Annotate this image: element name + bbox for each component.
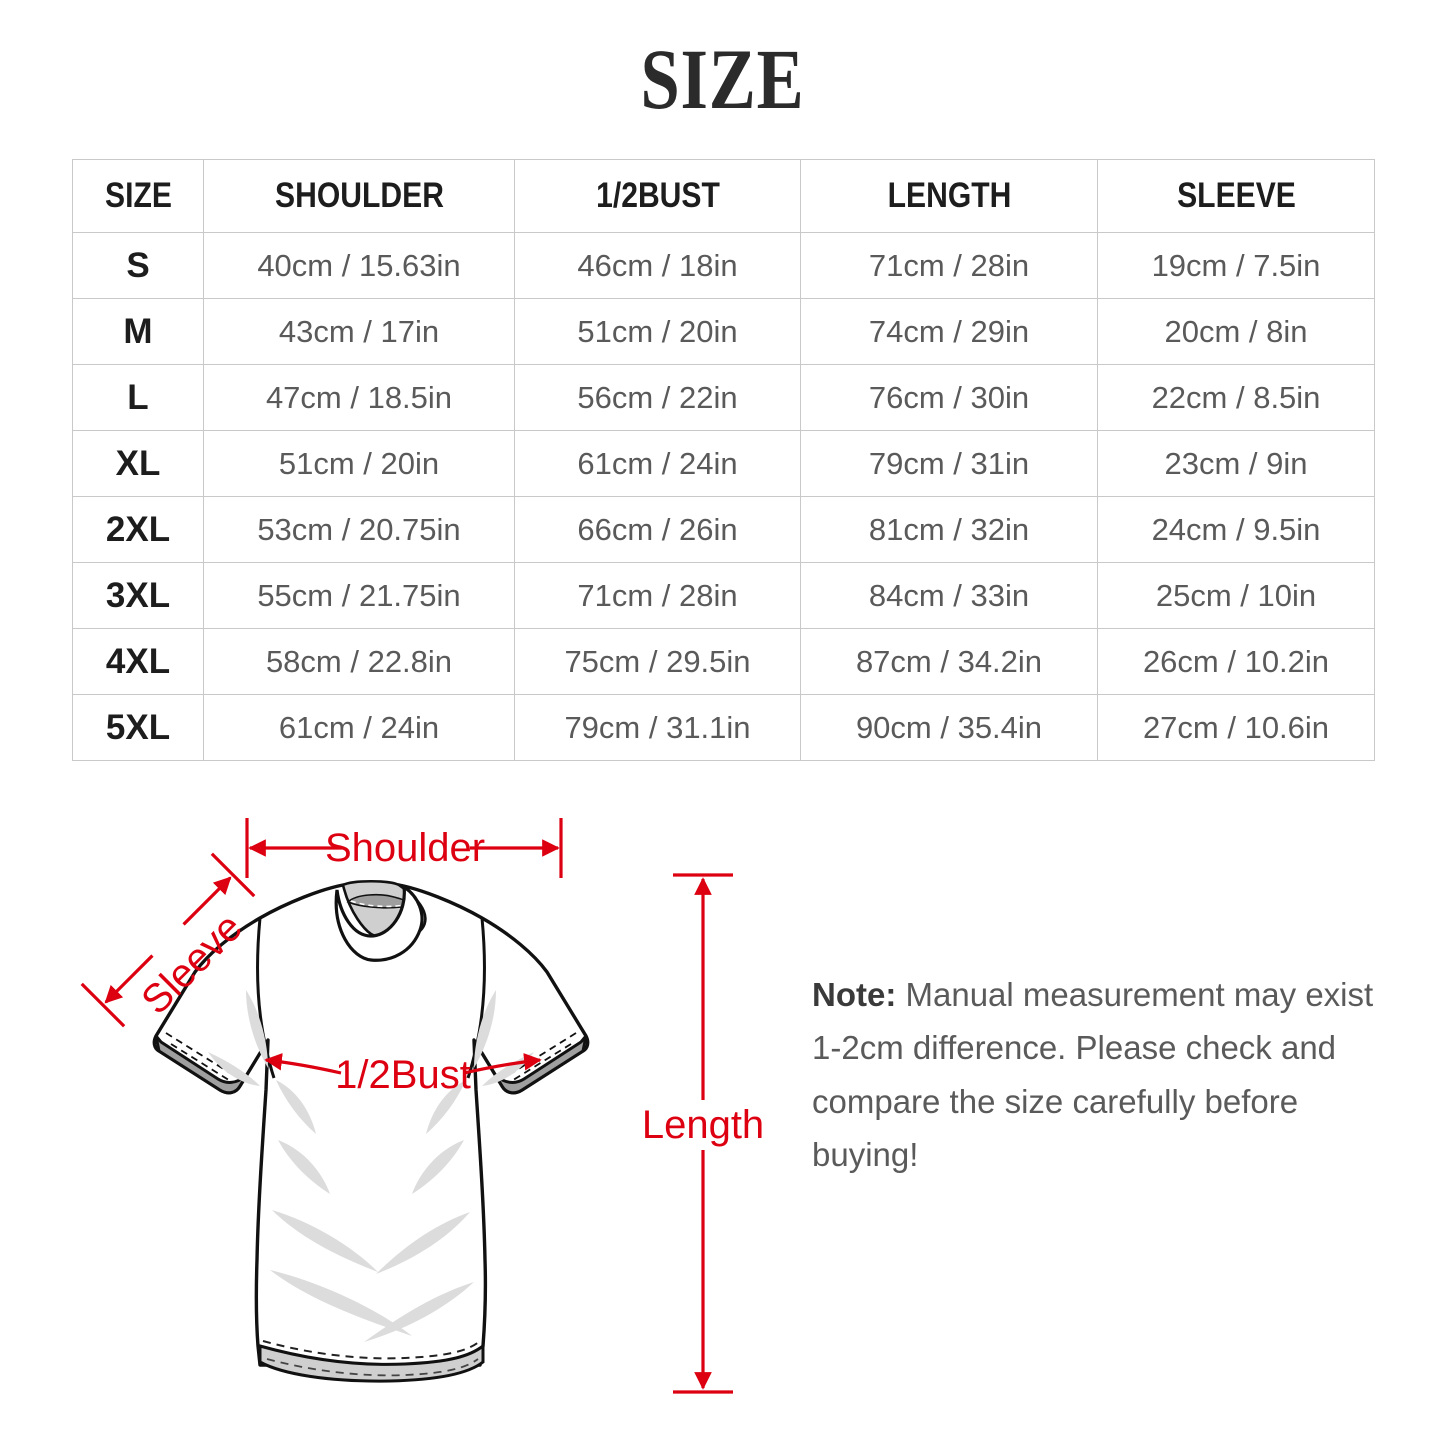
table-row: 2XL 53cm / 20.75in 66cm / 26in 81cm / 32… <box>72 496 1375 563</box>
shirt-fabric-shading <box>208 990 534 1342</box>
annotation-length: Length <box>642 873 764 1394</box>
cell-size: M <box>72 298 204 365</box>
cell-shoulder: 43cm / 17in <box>203 298 515 365</box>
length-label: Length <box>642 1103 764 1147</box>
bust-label: 1/2Bust <box>335 1053 471 1097</box>
cell-size: S <box>72 232 204 299</box>
sleeve-tick-top <box>80 982 126 1028</box>
cell-size: 2XL <box>72 496 204 563</box>
cell-bust: 51cm / 20in <box>514 298 801 365</box>
table-row: L 47cm / 18.5in 56cm / 22in 76cm / 30in … <box>72 364 1375 431</box>
shirt-hem-fold <box>258 1342 485 1383</box>
shirt-hem-stitch-lower <box>266 1358 479 1377</box>
page-title: SIZE <box>640 31 805 127</box>
cell-shoulder: 40cm / 15.63in <box>203 232 515 299</box>
table-row: 3XL 55cm / 21.75in 71cm / 28in 84cm / 33… <box>72 562 1375 629</box>
tshirt-illustration-svg: Shoulder Sleeve 1/2Bust Length <box>80 818 764 1394</box>
table-row: M 43cm / 17in 51cm / 20in 74cm / 29in 20… <box>72 298 1375 365</box>
shirt-hem-stitch-upper <box>262 1340 481 1360</box>
cell-length: 79cm / 31in <box>800 430 1098 497</box>
cell-size: XL <box>72 430 204 497</box>
shirt-artwork <box>152 879 590 1383</box>
table-row: XL 51cm / 20in 61cm / 24in 79cm / 31in 2… <box>72 430 1375 497</box>
size-chart-table: SIZE SHOULDER 1/2BUST LENGTH SLEEVE S 40… <box>72 159 1375 761</box>
cell-bust: 66cm / 26in <box>514 496 801 563</box>
cell-bust: 46cm / 18in <box>514 232 801 299</box>
cell-shoulder: 51cm / 20in <box>203 430 515 497</box>
cell-shoulder: 55cm / 21.75in <box>203 562 515 629</box>
cell-size: L <box>72 364 204 431</box>
cell-sleeve: 24cm / 9.5in <box>1097 496 1375 563</box>
sleeve-arrow-bottom <box>182 876 232 926</box>
cell-sleeve: 25cm / 10in <box>1097 562 1375 629</box>
table-row: 4XL 58cm / 22.8in 75cm / 29.5in 87cm / 3… <box>72 628 1375 695</box>
cell-bust: 61cm / 24in <box>514 430 801 497</box>
column-header-length: LENGTH <box>820 159 1078 233</box>
column-header-shoulder: SHOULDER <box>224 159 494 233</box>
shirt-neck-opening <box>334 883 424 962</box>
sleeve-arrow-top <box>104 954 154 1004</box>
cell-shoulder: 61cm / 24in <box>203 694 515 761</box>
cell-sleeve: 20cm / 8in <box>1097 298 1375 365</box>
shirt-right-cuff-stitch <box>511 1032 577 1074</box>
table-row: 5XL 61cm / 24in 79cm / 31.1in 90cm / 35.… <box>72 694 1375 761</box>
cell-length: 81cm / 32in <box>800 496 1098 563</box>
cell-sleeve: 22cm / 8.5in <box>1097 364 1375 431</box>
tshirt-diagram: Shoulder Sleeve 1/2Bust Length <box>0 780 1445 1445</box>
cell-shoulder: 58cm / 22.8in <box>203 628 515 695</box>
column-header-sleeve: SLEEVE <box>1116 159 1356 233</box>
shirt-collar-rib-stitch <box>350 900 406 908</box>
cell-length: 74cm / 29in <box>800 298 1098 365</box>
cell-length: 71cm / 28in <box>800 232 1098 299</box>
cell-size: 3XL <box>72 562 204 629</box>
cell-bust: 79cm / 31.1in <box>514 694 801 761</box>
cell-length: 84cm / 33in <box>800 562 1098 629</box>
cell-shoulder: 47cm / 18.5in <box>203 364 515 431</box>
column-header-bust: 1/2BUST <box>534 159 781 233</box>
cell-shoulder: 53cm / 20.75in <box>203 496 515 563</box>
cell-length: 90cm / 35.4in <box>800 694 1098 761</box>
cell-sleeve: 26cm / 10.2in <box>1097 628 1375 695</box>
table-row: S 40cm / 15.63in 46cm / 18in 71cm / 28in… <box>72 232 1375 299</box>
cell-bust: 56cm / 22in <box>514 364 801 431</box>
note-prefix: Note: <box>812 976 897 1013</box>
sleeve-tick-bottom <box>210 852 256 898</box>
cell-size: 4XL <box>72 628 204 695</box>
cell-length: 76cm / 30in <box>800 364 1098 431</box>
annotation-shoulder: Shoulder <box>245 818 563 878</box>
cell-bust: 71cm / 28in <box>514 562 801 629</box>
table-header-row: SIZE SHOULDER 1/2BUST LENGTH SLEEVE <box>73 159 1375 233</box>
cell-sleeve: 23cm / 9in <box>1097 430 1375 497</box>
bust-arrow-left <box>264 1053 342 1075</box>
cell-sleeve: 19cm / 7.5in <box>1097 232 1375 299</box>
measurement-note: Note: Manual measurement may exist 1-2cm… <box>812 968 1392 1182</box>
cell-size: 5XL <box>72 694 204 761</box>
cell-length: 87cm / 34.2in <box>800 628 1098 695</box>
note-text: Manual measurement may exist 1-2cm diffe… <box>812 976 1374 1174</box>
bust-arrow-right <box>463 1053 542 1075</box>
column-header-size: SIZE <box>81 159 195 233</box>
shoulder-label: Shoulder <box>325 826 485 870</box>
cell-sleeve: 27cm / 10.6in <box>1097 694 1375 761</box>
shirt-left-cuff-stitch <box>165 1032 231 1074</box>
cell-bust: 75cm / 29.5in <box>514 628 801 695</box>
annotation-half-bust: 1/2Bust <box>264 1053 542 1097</box>
